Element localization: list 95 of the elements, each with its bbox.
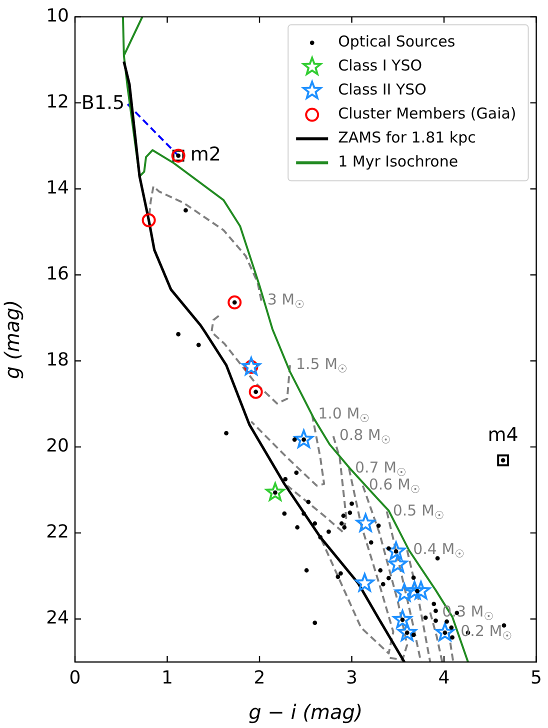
x-axis-title: g − i (mag) (248, 700, 363, 724)
point (224, 430, 228, 436)
point (184, 208, 188, 213)
point (283, 476, 288, 482)
point (423, 615, 428, 620)
point (442, 630, 448, 635)
series-label: 0.5 M☉ (392, 501, 444, 522)
point (434, 608, 438, 614)
point (398, 622, 417, 642)
point (282, 511, 287, 516)
line-series (210, 314, 291, 404)
y-tick-label: 16 (46, 264, 69, 285)
point (294, 470, 299, 475)
point (242, 356, 261, 376)
y-tick-label: 24 (46, 608, 69, 629)
series-label: 1.5 M☉ (296, 355, 348, 376)
point (292, 437, 297, 442)
x-tick-label: 3 (346, 667, 358, 688)
point (449, 625, 454, 630)
point (502, 623, 506, 628)
series-label: 3 M☉ (267, 290, 304, 312)
point (294, 430, 314, 448)
point (355, 573, 374, 592)
point (312, 620, 318, 626)
point (336, 574, 340, 580)
y-tick-label: 22 (46, 522, 69, 543)
point (400, 618, 405, 622)
point (228, 295, 242, 310)
x-tick-label: 2 (254, 667, 266, 688)
point (350, 502, 354, 506)
y-tick-label: 10 (46, 5, 69, 26)
point (356, 513, 376, 532)
y-tick-label: 12 (46, 92, 69, 112)
point (348, 510, 352, 515)
series-label: 0.2 M☉ (460, 622, 512, 642)
point (248, 384, 263, 399)
y-tick-label: 20 (46, 436, 69, 457)
point (306, 500, 311, 504)
point (435, 622, 454, 642)
series-label: 0.4 M☉ (413, 540, 465, 561)
point (432, 602, 436, 606)
point (404, 630, 410, 635)
point (411, 632, 416, 638)
legend-label: Class I YSO (338, 56, 422, 75)
point (368, 540, 374, 545)
x-tick-label: 4 (438, 667, 450, 688)
point (142, 213, 156, 228)
y-tick-label: 18 (46, 350, 69, 371)
point (295, 525, 300, 530)
point (394, 583, 414, 602)
x-tick-label: 1 (162, 667, 173, 688)
point (411, 581, 431, 600)
y-tick-label: 14 (46, 178, 69, 199)
point (272, 490, 278, 495)
point (312, 521, 318, 526)
point (338, 571, 343, 576)
point (326, 529, 331, 534)
point (378, 568, 383, 573)
legend-label: 1 Myr Isochrone (338, 152, 458, 171)
point (386, 541, 406, 560)
x-tick-label: 0 (69, 667, 81, 688)
point (450, 635, 455, 640)
point (411, 575, 416, 580)
point (318, 535, 323, 540)
legend-label: Cluster Members (Gaia) (338, 104, 516, 123)
point (386, 576, 391, 580)
annotation: m4 (488, 424, 518, 446)
point (386, 546, 391, 551)
point (341, 514, 346, 518)
annotation: m2 (190, 144, 221, 166)
point (392, 610, 412, 628)
point (394, 549, 398, 554)
point (302, 511, 306, 516)
point (342, 525, 347, 530)
point (176, 332, 181, 336)
series-label: 0.8 M☉ (339, 426, 391, 447)
point (404, 581, 424, 600)
point (415, 588, 420, 594)
point (380, 582, 386, 586)
point (339, 521, 344, 526)
x-tick-label: 5 (530, 667, 542, 688)
series-label: 1.0 M☉ (318, 404, 370, 426)
point (435, 556, 440, 561)
y-axis-title: g (mag) (0, 300, 24, 379)
legend-label: Optical Sources (338, 32, 456, 51)
point (376, 523, 381, 528)
point (196, 342, 201, 348)
point (266, 482, 285, 501)
point (304, 568, 309, 573)
point (434, 618, 438, 623)
point (388, 554, 408, 573)
legend-label: ZAMS for 1.81 kpc (338, 128, 476, 147)
legend-label: Class II YSO (338, 80, 426, 99)
point (302, 437, 306, 442)
annotation: B1.5 (81, 92, 125, 114)
